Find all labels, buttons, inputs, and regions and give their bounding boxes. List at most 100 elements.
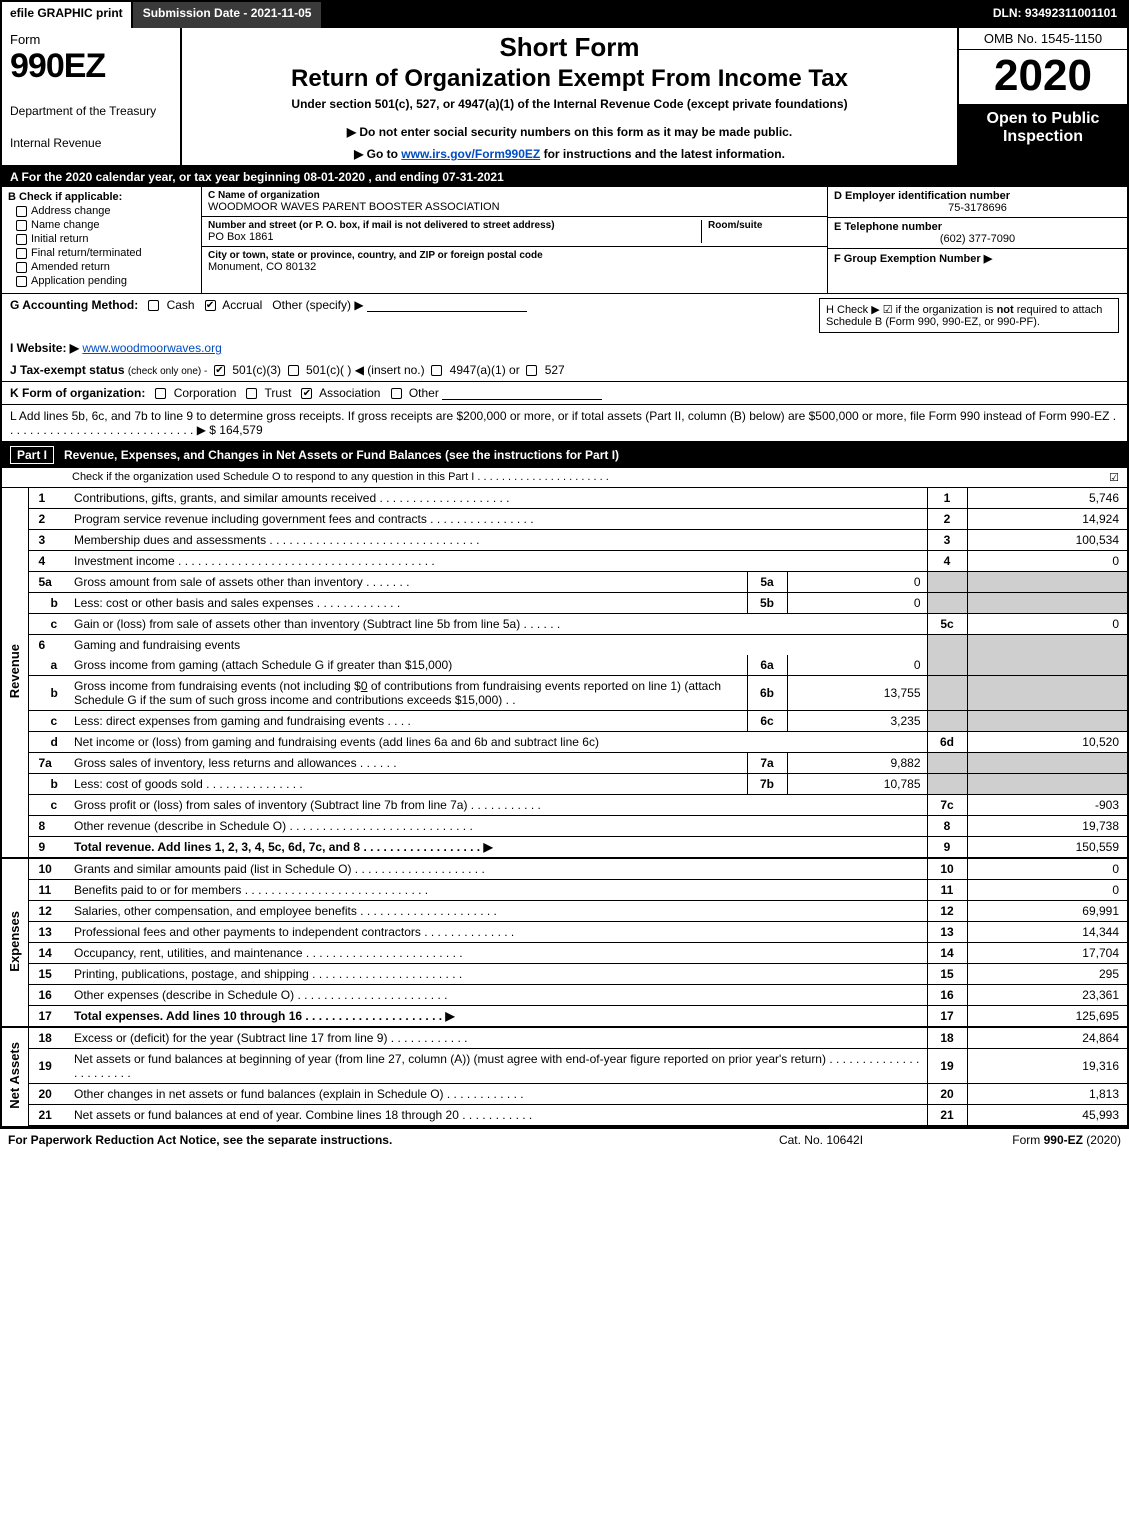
line-6b-sv: 13,755 bbox=[787, 676, 927, 711]
line-17-desc: Total expenses. Add lines 10 through 16 … bbox=[70, 1006, 927, 1028]
line-15-num: 15 bbox=[927, 964, 967, 985]
line-15-amt: 295 bbox=[967, 964, 1127, 985]
section-h: H Check ▶ ☑ if the organization is not r… bbox=[819, 298, 1119, 333]
opt-label: Name change bbox=[31, 219, 100, 231]
block-b-to-f: B Check if applicable: Address change Na… bbox=[2, 187, 1127, 294]
part-1-title: Revenue, Expenses, and Changes in Net As… bbox=[64, 448, 619, 462]
line-20-amt: 1,813 bbox=[967, 1084, 1127, 1105]
h-text1: H Check ▶ ☑ if the organization is bbox=[826, 304, 997, 316]
line-19-desc: Net assets or fund balances at beginning… bbox=[70, 1049, 927, 1084]
h-not: not bbox=[997, 304, 1014, 316]
line-5c-num: 5c bbox=[927, 614, 967, 635]
line-19-num: 19 bbox=[927, 1049, 967, 1084]
chk-4947[interactable] bbox=[431, 365, 442, 376]
efile-label: efile GRAPHIC print bbox=[2, 2, 133, 28]
line-1-desc: Contributions, gifts, grants, and simila… bbox=[70, 488, 927, 509]
header-left: Form 990EZ Department of the Treasury In… bbox=[2, 28, 182, 165]
grey-cell bbox=[927, 774, 967, 795]
line-3-num: 3 bbox=[927, 530, 967, 551]
chk-final-return[interactable]: Final return/terminated bbox=[16, 247, 195, 259]
line-12-num: 12 bbox=[927, 901, 967, 922]
line-16-desc: Other expenses (describe in Schedule O) … bbox=[70, 985, 927, 1006]
line-20-desc: Other changes in net assets or fund bala… bbox=[70, 1084, 927, 1105]
line-5a-sv: 0 bbox=[787, 572, 927, 593]
k-trust: Trust bbox=[265, 386, 292, 400]
line-17-num: 17 bbox=[927, 1006, 967, 1028]
line-16-num: 16 bbox=[927, 985, 967, 1006]
line-1-num: 1 bbox=[927, 488, 967, 509]
other-blank[interactable] bbox=[367, 298, 527, 312]
j-note: (check only one) - bbox=[128, 366, 207, 377]
grey-cell bbox=[967, 774, 1127, 795]
line-7b-sv: 10,785 bbox=[787, 774, 927, 795]
line-14-amt: 17,704 bbox=[967, 943, 1127, 964]
grey-cell bbox=[927, 711, 967, 732]
website-link[interactable]: www.woodmoorwaves.org bbox=[82, 341, 221, 355]
grey-cell bbox=[967, 676, 1127, 711]
line-8-amt: 19,738 bbox=[967, 816, 1127, 837]
phone-value: (602) 377-7090 bbox=[834, 233, 1121, 245]
side-expenses: Expenses bbox=[2, 858, 28, 1027]
chk-501c[interactable] bbox=[288, 365, 299, 376]
line-2-amt: 14,924 bbox=[967, 509, 1127, 530]
room-label: Room/suite bbox=[708, 220, 821, 231]
line-7a-sn: 7a bbox=[747, 753, 787, 774]
line-6a-sn: 6a bbox=[747, 655, 787, 676]
open-inspection: Open to Public Inspection bbox=[959, 104, 1127, 165]
line-13-amt: 14,344 bbox=[967, 922, 1127, 943]
line-12-desc: Salaries, other compensation, and employ… bbox=[70, 901, 927, 922]
part-1-note: Check if the organization used Schedule … bbox=[2, 468, 1127, 488]
line-1-amt: 5,746 bbox=[967, 488, 1127, 509]
chk-initial-return[interactable]: Initial return bbox=[16, 233, 195, 245]
irs-link[interactable]: www.irs.gov/Form990EZ bbox=[401, 147, 540, 161]
section-d-e-f: D Employer identification number 75-3178… bbox=[827, 187, 1127, 293]
address: PO Box 1861 bbox=[208, 231, 701, 243]
e-label: E Telephone number bbox=[834, 221, 1121, 233]
chk-assoc[interactable] bbox=[301, 388, 312, 399]
section-g: G Accounting Method: Cash Accrual Other … bbox=[10, 298, 819, 333]
org-name: WOODMOOR WAVES PARENT BOOSTER ASSOCIATIO… bbox=[208, 201, 821, 213]
tax-year: 2020 bbox=[959, 50, 1127, 104]
line-7a-sv: 9,882 bbox=[787, 753, 927, 774]
chk-trust[interactable] bbox=[246, 388, 257, 399]
chk-other-org[interactable] bbox=[391, 388, 402, 399]
line-7c-amt: -903 bbox=[967, 795, 1127, 816]
city-value: Monument, CO 80132 bbox=[208, 261, 821, 273]
line-13-desc: Professional fees and other payments to … bbox=[70, 922, 927, 943]
section-g-h: G Accounting Method: Cash Accrual Other … bbox=[2, 294, 1127, 337]
line-4-amt: 0 bbox=[967, 551, 1127, 572]
grey-cell bbox=[967, 711, 1127, 732]
line-6c-desc: Less: direct expenses from gaming and fu… bbox=[70, 711, 747, 732]
chk-amended-return[interactable]: Amended return bbox=[16, 261, 195, 273]
line-19-amt: 19,316 bbox=[967, 1049, 1127, 1084]
chk-accrual[interactable] bbox=[205, 300, 216, 311]
line-11-num: 11 bbox=[927, 880, 967, 901]
line-7b-sn: 7b bbox=[747, 774, 787, 795]
line-5b-desc: Less: cost or other basis and sales expe… bbox=[70, 593, 747, 614]
line-9-amt: 150,559 bbox=[967, 837, 1127, 859]
part-1-checked: ☑ bbox=[1099, 471, 1119, 484]
chk-application-pending[interactable]: Application pending bbox=[16, 275, 195, 287]
k-corp: Corporation bbox=[174, 386, 237, 400]
chk-name-change[interactable]: Name change bbox=[16, 219, 195, 231]
goto-line: ▶ Go to www.irs.gov/Form990EZ for instru… bbox=[192, 147, 947, 161]
under-section: Under section 501(c), 527, or 4947(a)(1)… bbox=[192, 97, 947, 111]
line-5a-sn: 5a bbox=[747, 572, 787, 593]
g-accrual: Accrual bbox=[222, 298, 262, 312]
chk-corp[interactable] bbox=[155, 388, 166, 399]
chk-527[interactable] bbox=[526, 365, 537, 376]
k-blank[interactable] bbox=[442, 386, 602, 400]
form-990ez-page: efile GRAPHIC print Submission Date - 20… bbox=[0, 0, 1129, 1128]
chk-cash[interactable] bbox=[148, 300, 159, 311]
footer-catalog: Cat. No. 10642I bbox=[721, 1133, 921, 1147]
form-number: 990EZ bbox=[10, 47, 172, 86]
addr-label: Number and street (or P. O. box, if mail… bbox=[208, 220, 701, 231]
chk-address-change[interactable]: Address change bbox=[16, 205, 195, 217]
chk-501c3[interactable] bbox=[214, 365, 225, 376]
line-7c-num: 7c bbox=[927, 795, 967, 816]
grey-cell bbox=[967, 655, 1127, 676]
city-row: City or town, state or province, country… bbox=[202, 247, 827, 276]
k-label: K Form of organization: bbox=[10, 386, 145, 400]
line-10-desc: Grants and similar amounts paid (list in… bbox=[70, 858, 927, 880]
line-3-amt: 100,534 bbox=[967, 530, 1127, 551]
